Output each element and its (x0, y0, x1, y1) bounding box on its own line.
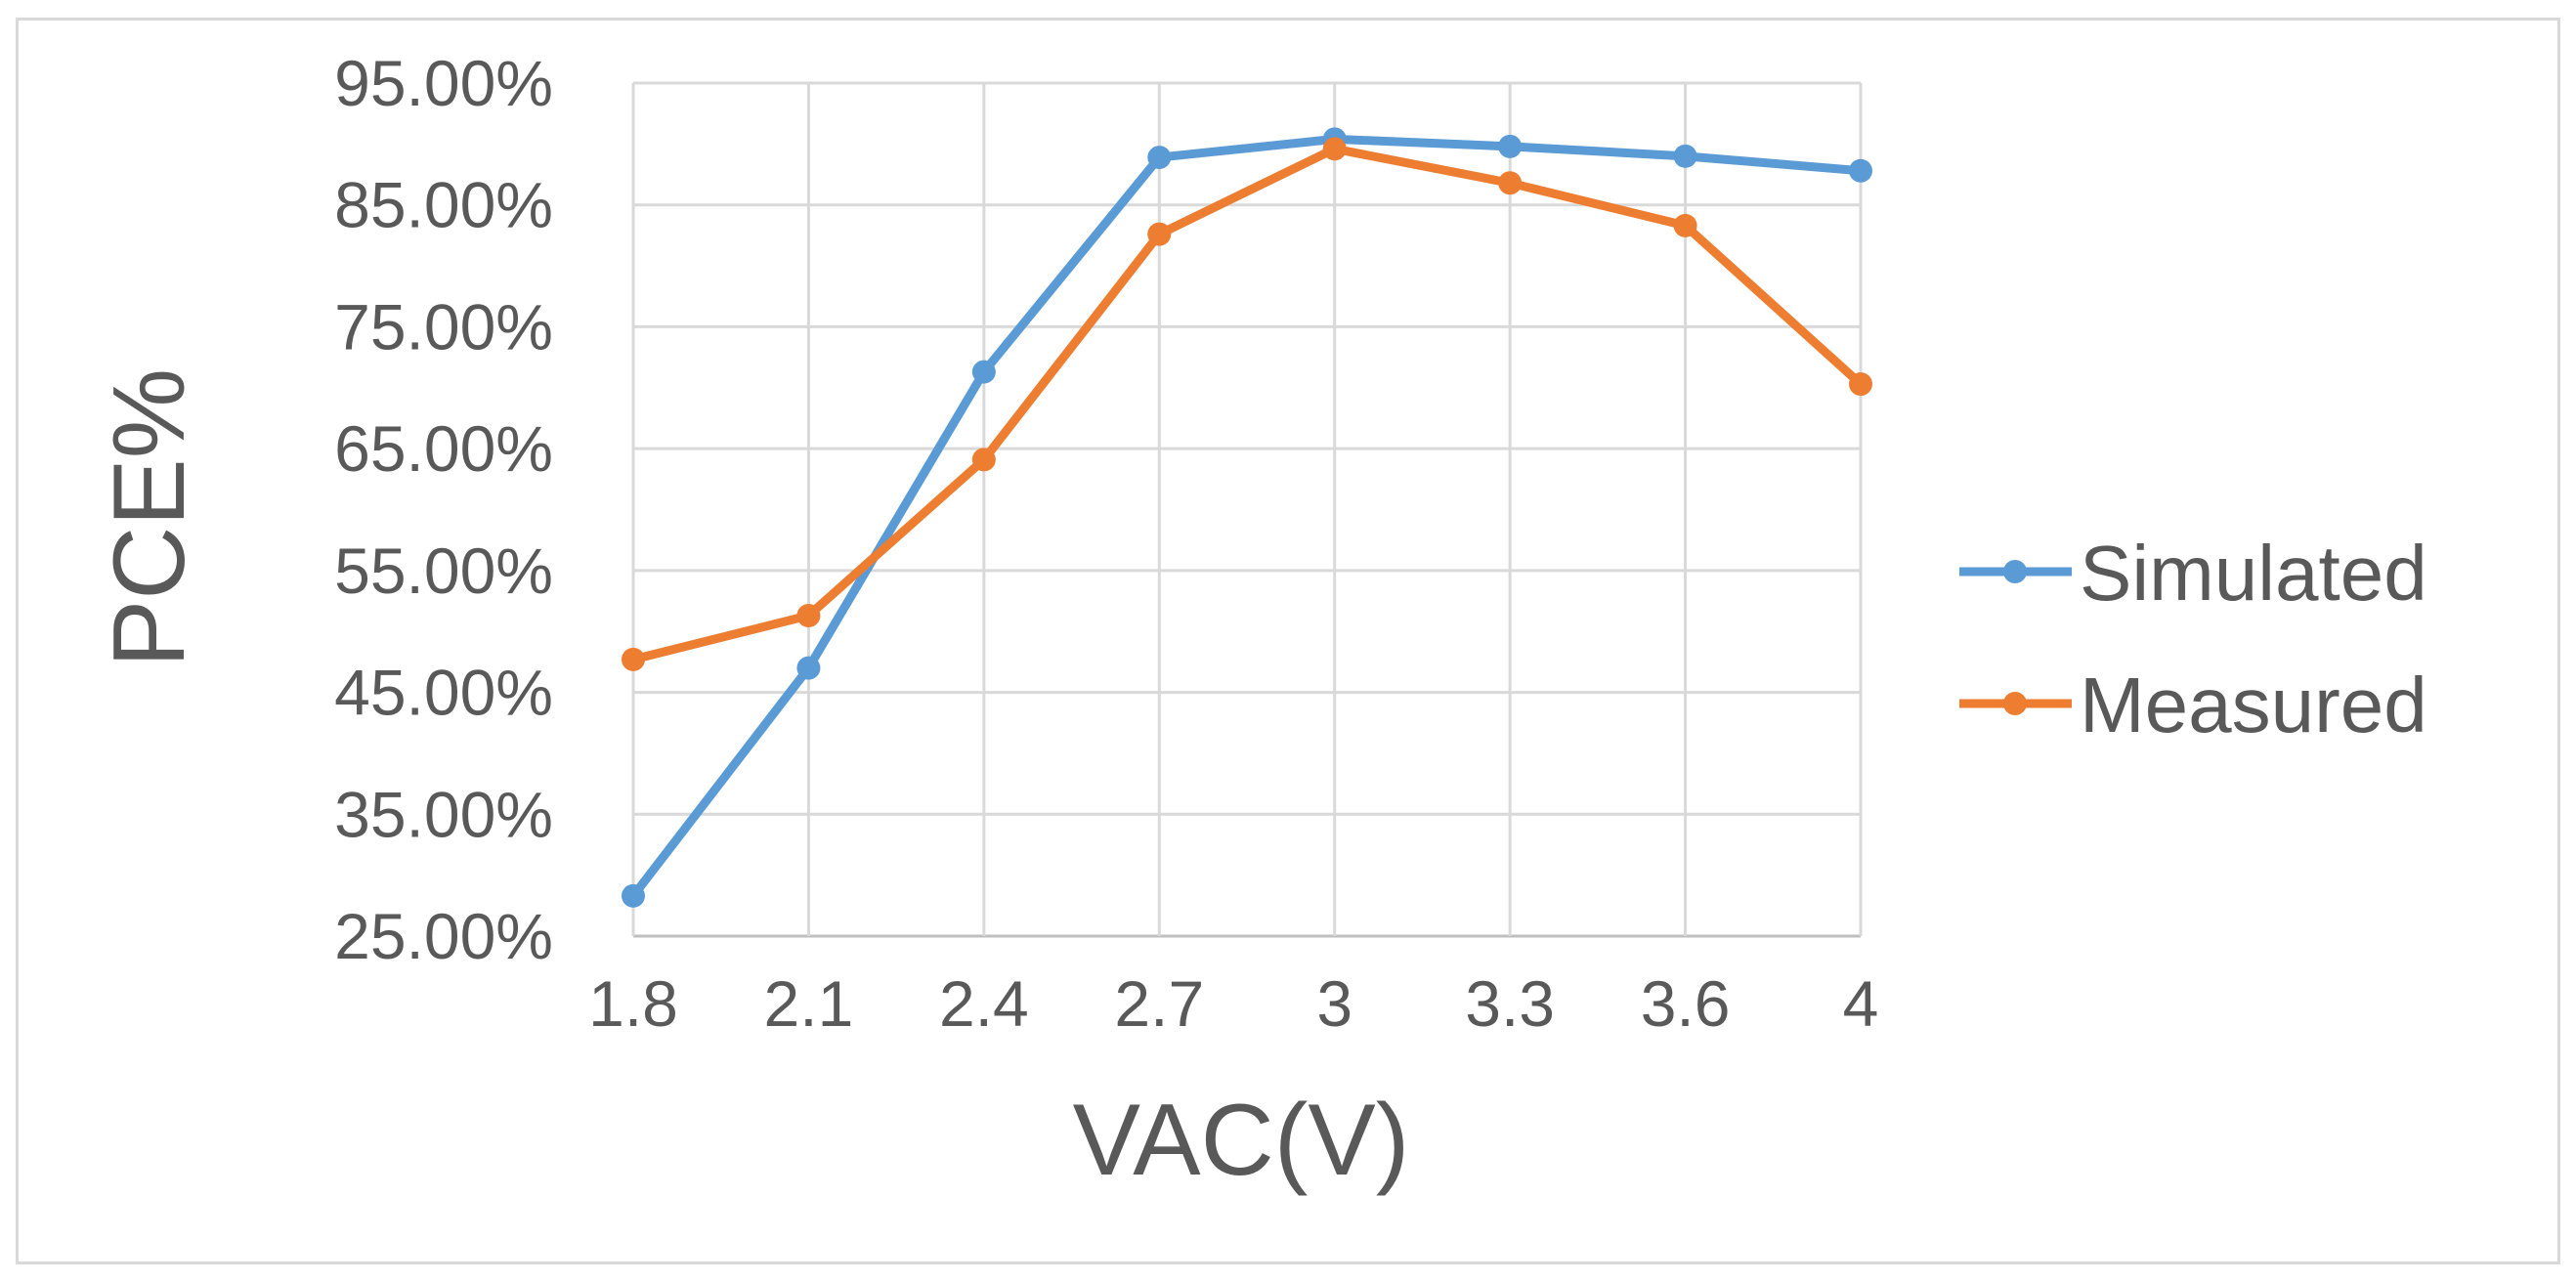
data-point (1673, 144, 1697, 168)
y-tick-label: 55.00% (334, 534, 553, 607)
data-point (1849, 158, 1872, 183)
series-line (628, 144, 1866, 664)
x-tick-label: 3.3 (1465, 967, 1555, 1040)
x-tick-label: 2.4 (939, 967, 1029, 1040)
y-tick-label: 95.00% (334, 47, 553, 119)
data-point (1147, 146, 1172, 170)
y-tick-label: 85.00% (334, 169, 553, 241)
data-point (796, 604, 821, 628)
data-point (1147, 222, 1172, 246)
x-tick-label: 3 (1316, 967, 1352, 1040)
gridlines (631, 81, 1863, 938)
x-tick-label: 3.6 (1641, 967, 1731, 1040)
data-point (1498, 171, 1523, 195)
x-tick-label: 1.8 (588, 967, 678, 1040)
data-point (1322, 137, 1347, 161)
legend-item-simulated: Simulated (1959, 530, 2427, 617)
chart-frame (16, 18, 2560, 1264)
data-point (971, 360, 996, 384)
legend-label: Simulated (2080, 530, 2427, 617)
data-point (622, 883, 645, 908)
y-axis-title: PCE% (93, 368, 206, 667)
data-point (622, 647, 645, 671)
legend-swatch-marker (2003, 560, 2027, 583)
data-point (1849, 372, 1872, 397)
legend-label: Measured (2080, 662, 2427, 748)
legend-swatch-marker (2003, 692, 2027, 715)
x-axis-title: VAC(V) (1073, 1084, 1410, 1197)
data-point (796, 656, 821, 680)
y-tick-label: 75.00% (334, 290, 553, 363)
data-point (1498, 134, 1523, 158)
y-tick-label: 45.00% (334, 657, 553, 729)
legend: Simulated Measured (1959, 530, 2427, 748)
series-measured (622, 137, 1872, 671)
data-point (971, 448, 996, 472)
series-simulated (622, 127, 1872, 908)
series-layer (622, 127, 1872, 908)
series-line (628, 134, 1866, 901)
data-point (1673, 213, 1697, 237)
x-tick-label: 2.1 (764, 967, 854, 1040)
y-tick-label: 65.00% (334, 412, 553, 485)
y-tick-label: 25.00% (334, 900, 553, 972)
x-tick-label: 4 (1843, 967, 1879, 1040)
y-axis-ticks: 25.00% 35.00% 45.00% 55.00% 65.00% 75.00% 85.0… (334, 47, 553, 972)
legend-item-measured: Measured (1959, 662, 2427, 748)
x-axis-ticks: 1.8 2.1 2.4 2.7 3 3.3 3.6 4 (588, 967, 1878, 1040)
x-tick-label: 2.7 (1114, 967, 1204, 1040)
y-tick-label: 35.00% (334, 778, 553, 850)
